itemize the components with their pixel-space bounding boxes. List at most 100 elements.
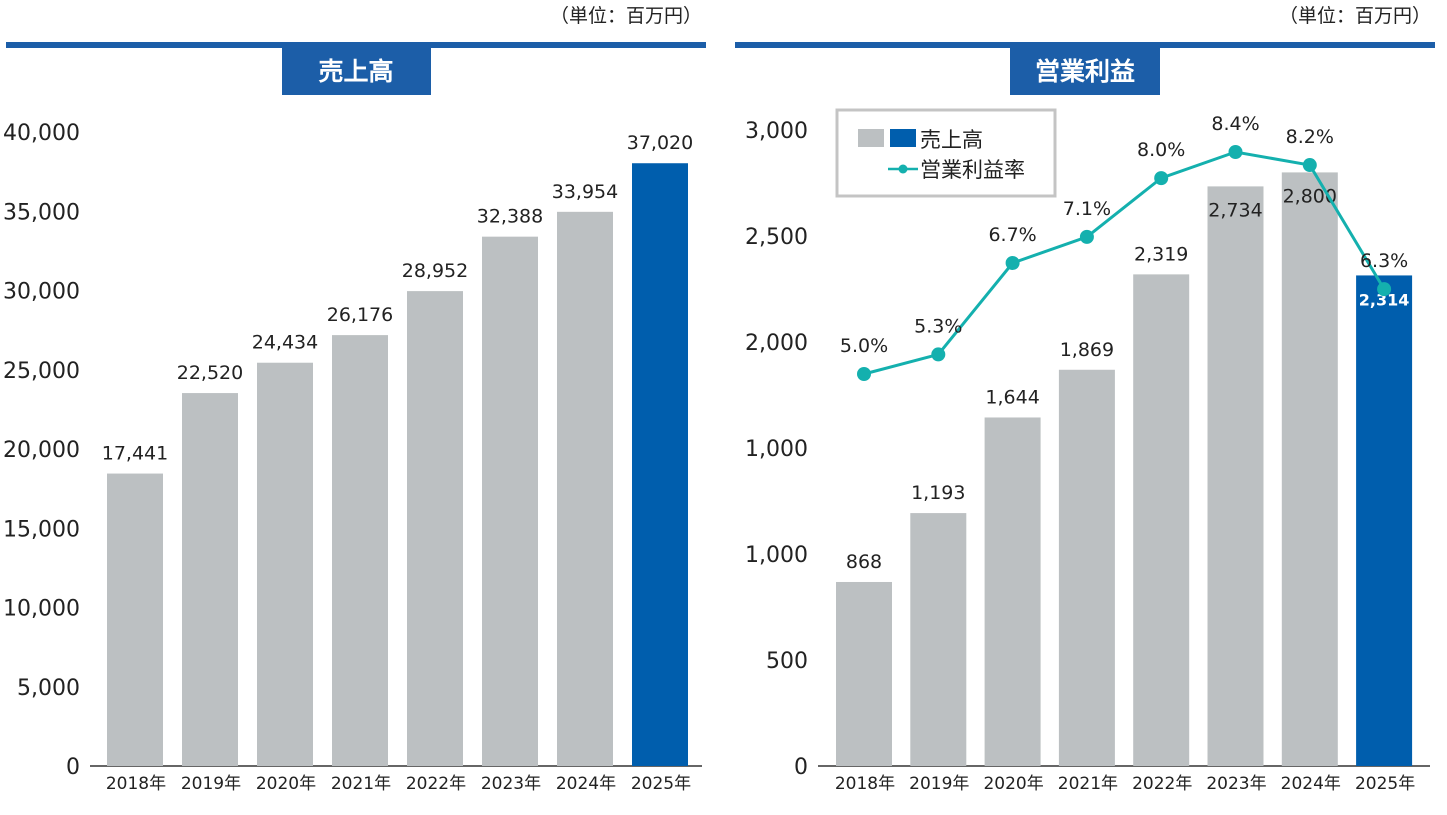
profit-value-labels: 868 1,193 1,644 1,869 2,319 2,734 2,800 2,314	[846, 185, 1410, 573]
profit-bar	[836, 581, 892, 766]
profit-x-tick-label: 2021年	[1058, 774, 1118, 794]
profit-title: 営業利益	[1035, 57, 1135, 86]
sales-value-label: 26,176	[327, 304, 393, 326]
profit-margin-label: 8.0%	[1137, 139, 1185, 161]
profit-bar	[1207, 186, 1264, 767]
sales-y-tick-label: 25,000	[3, 359, 80, 384]
profit-y-ticks: 0 500 1,000 1,000 2,000 2,500 3,000	[745, 119, 808, 780]
legend-swatch-gray	[858, 129, 884, 147]
sales-x-tick-label: 2018年	[106, 774, 166, 794]
profit-x-tick-label: 2018年	[835, 774, 895, 794]
profit-x-tick-label: 2024年	[1281, 774, 1341, 794]
sales-y-tick-label: 10,000	[3, 597, 80, 622]
profit-margin-label: 5.0%	[840, 335, 888, 357]
sales-x-tick-label: 2019年	[181, 774, 241, 794]
sales-y-tick-label: 20,000	[3, 438, 80, 463]
sales-header-line	[6, 42, 706, 48]
sales-bar	[257, 362, 313, 766]
profit-chart: （単位：百万円） 営業利益 0 500 1,000 1,000 2,000 2,500 3,…	[735, 5, 1435, 794]
sales-bar	[482, 236, 538, 766]
sales-value-label: 28,952	[402, 260, 468, 282]
profit-margin-polyline	[863, 150, 1386, 376]
sales-value-label: 24,434	[252, 332, 318, 354]
profit-y-tick-label: 1,000	[745, 437, 808, 462]
sales-x-tick-label: 2021年	[331, 774, 391, 794]
sales-bar	[407, 291, 463, 766]
profit-margin-point	[1079, 229, 1094, 244]
sales-value-label: 17,441	[102, 443, 168, 465]
sales-bar	[107, 473, 163, 766]
sales-bar	[182, 393, 238, 766]
legend-swatch-blue	[890, 129, 916, 147]
legend-label-sales: 売上高	[920, 128, 983, 152]
sales-unit-label: （単位：百万円）	[550, 5, 702, 27]
sales-y-tick-label: 35,000	[3, 200, 80, 225]
profit-margin-point	[931, 347, 946, 362]
sales-x-tick-label: 2024年	[556, 774, 616, 794]
profit-unit-label: （単位：百万円）	[1279, 5, 1431, 27]
profit-bar	[1281, 172, 1338, 766]
sales-bar	[557, 211, 613, 766]
profit-margin-point	[1228, 145, 1243, 159]
profit-value-label: 2,314	[1359, 290, 1410, 309]
profit-margin-point	[857, 367, 871, 381]
sales-bar	[632, 163, 688, 766]
profit-margin-label: 5.3%	[914, 315, 962, 337]
profit-value-label: 2,319	[1134, 243, 1188, 265]
profit-bar	[1356, 275, 1413, 766]
profit-margin-label: 7.1%	[1063, 198, 1111, 220]
profit-margin-label: 6.3%	[1360, 250, 1408, 272]
profit-bar	[1133, 274, 1190, 766]
sales-value-label: 33,954	[552, 181, 618, 203]
profit-value-label: 2,734	[1208, 199, 1262, 221]
profit-y-tick-label: 500	[766, 649, 808, 674]
sales-y-tick-label: 5,000	[17, 676, 80, 701]
profit-margin-point	[1302, 158, 1317, 173]
profit-title-box	[1010, 48, 1160, 95]
profit-value-label: 2,800	[1283, 185, 1337, 207]
profit-margin-labels: 5.0% 5.3% 6.7% 7.1% 8.0% 8.4% 8.2% 6.3%	[840, 113, 1408, 357]
sales-value-labels: 17,441 22,520 24,434 26,176 28,952 32,388 33,9…	[102, 132, 693, 464]
sales-bars	[107, 163, 688, 766]
sales-title-box	[282, 48, 431, 95]
profit-x-tick-label: 2023年	[1206, 774, 1266, 794]
profit-legend: 売上高 営業利益率	[835, 108, 1057, 198]
sales-x-ticks: 2018年 2019年 2020年 2021年 2022年 2023年 2024年 2025年	[106, 774, 691, 794]
sales-y-ticks: 0 5,000 10,000 15,000 20,000 25,000 30,000 35,0…	[3, 121, 80, 780]
profit-x-tick-label: 2025年	[1355, 774, 1415, 794]
sales-y-tick-label: 0	[66, 755, 80, 780]
sales-chart: （単位：百万円） 売上高 0 5,000 10,000 15,000 20,000 25,…	[3, 5, 706, 794]
sales-x-tick-label: 2020年	[256, 774, 316, 794]
profit-x-tick-label: 2020年	[983, 774, 1043, 794]
profit-value-label: 1,193	[911, 482, 965, 504]
profit-bar	[910, 513, 967, 766]
profit-margin-point	[1154, 171, 1169, 186]
profit-header-line	[735, 42, 1435, 48]
sales-value-label: 22,520	[177, 362, 243, 384]
profit-bar	[984, 417, 1041, 766]
profit-margin-point	[1005, 256, 1020, 270]
sales-bar	[332, 335, 388, 766]
legend-box	[835, 108, 1057, 198]
sales-x-tick-label: 2025年	[631, 774, 691, 794]
profit-y-tick-label: 2,000	[745, 331, 808, 356]
profit-value-label: 1,869	[1060, 339, 1114, 361]
profit-margin-label: 8.2%	[1286, 126, 1334, 148]
sales-y-tick-label: 30,000	[3, 280, 80, 305]
legend-label-margin: 営業利益率	[920, 158, 1025, 182]
profit-y-tick-label: 2,500	[745, 225, 808, 250]
profit-x-tick-label: 2022年	[1132, 774, 1192, 794]
profit-y-tick-label: 0	[794, 755, 808, 780]
profit-x-ticks: 2018年 2019年 2020年 2021年 2022年 2023年 2024年 2025年	[835, 774, 1415, 794]
profit-value-label: 868	[846, 551, 882, 573]
profit-value-label: 1,644	[985, 386, 1039, 408]
sales-x-tick-label: 2023年	[481, 774, 541, 794]
legend-line-marker	[898, 164, 908, 174]
profit-bars	[836, 172, 1413, 767]
profit-margin-label: 8.4%	[1211, 113, 1259, 135]
profit-y-tick-label: 1,000	[745, 543, 808, 568]
sales-value-label: 32,388	[477, 206, 543, 228]
profit-margin-label: 6.7%	[988, 224, 1036, 246]
sales-value-label: 37,020	[627, 132, 693, 154]
profit-y-tick-label: 3,000	[745, 119, 808, 144]
